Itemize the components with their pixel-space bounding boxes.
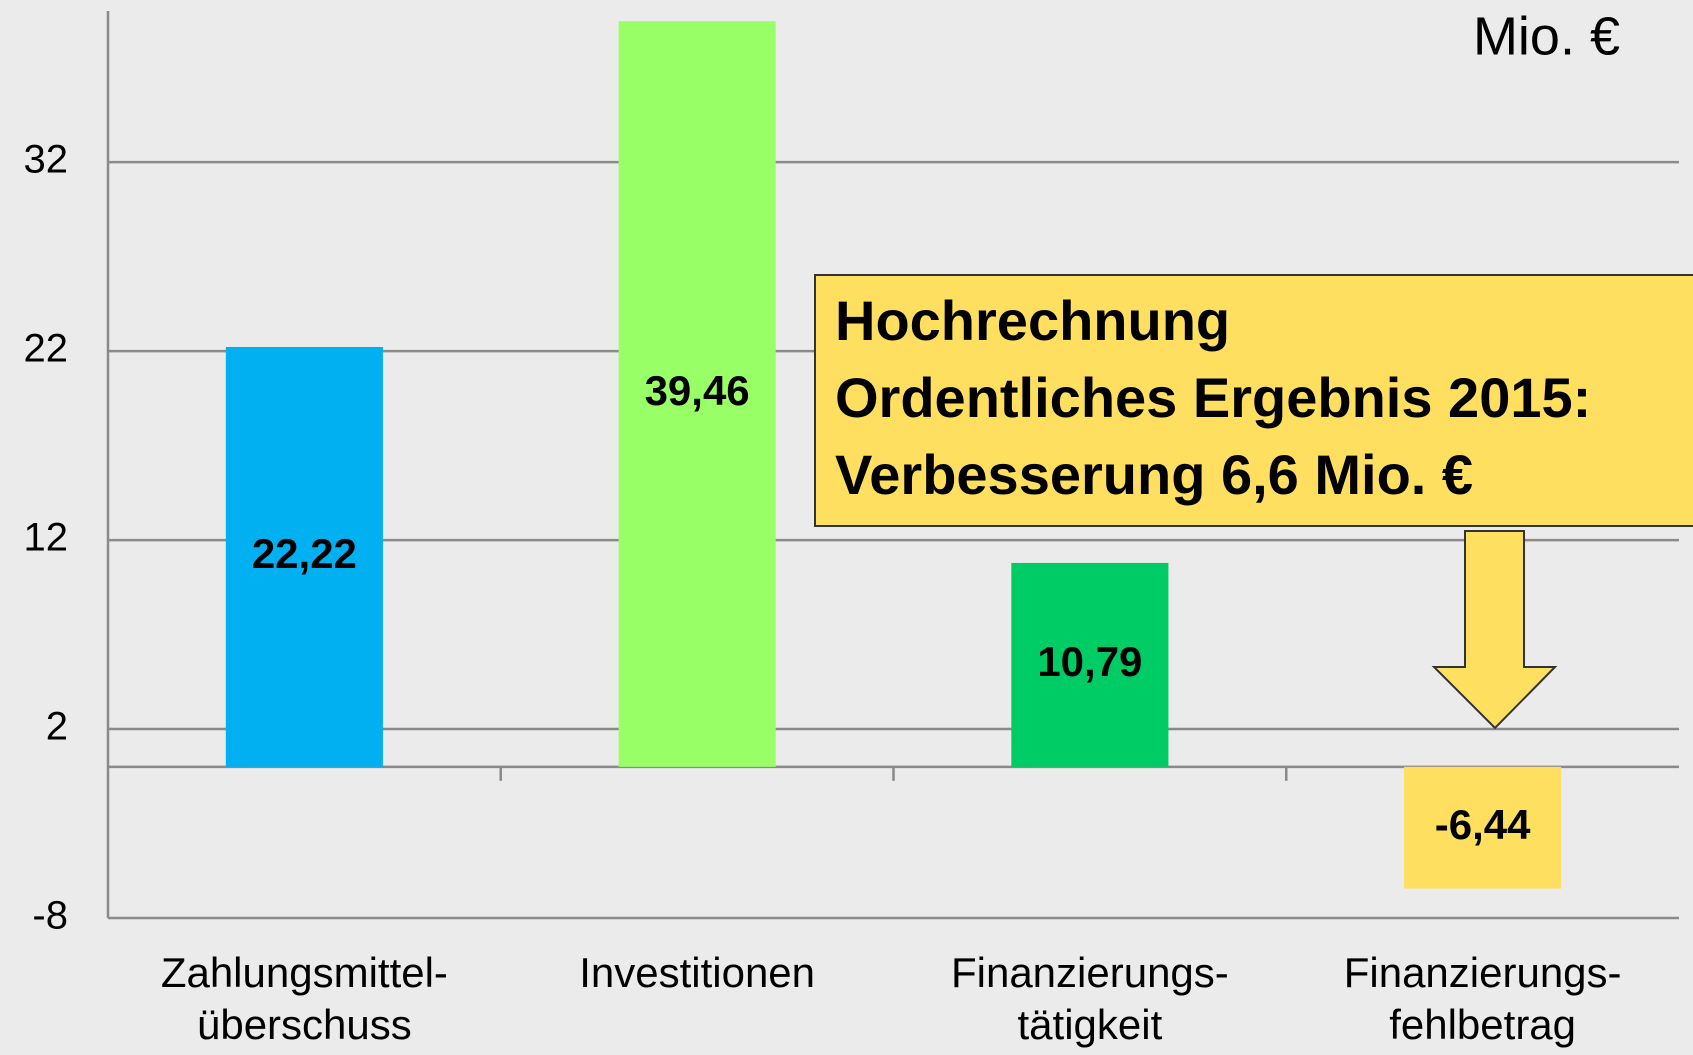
y-tick-label: 2 — [46, 705, 68, 749]
annotation-text: Verbesserung 6,6 Mio. € — [835, 443, 1473, 506]
y-tick-label: 22 — [24, 327, 69, 371]
bar — [1011, 562, 1169, 767]
annotation-box — [814, 274, 1693, 527]
y-tick-label: -8 — [32, 894, 68, 938]
x-tick-label: Zahlungsmittel- — [161, 949, 448, 996]
x-tick-label: Investitionen — [579, 949, 815, 996]
annotation-arrow — [1431, 530, 1558, 730]
data-label: 39,46 — [645, 367, 750, 414]
x-tick-label: überschuss — [197, 1001, 412, 1048]
x-tick-label: Finanzierungs- — [951, 949, 1229, 996]
x-tick-label: Finanzierungs- — [1344, 949, 1622, 996]
data-label: 10,79 — [1037, 638, 1142, 685]
x-tick-label: fehlbetrag — [1389, 1001, 1576, 1048]
unit-label: Mio. € — [1473, 6, 1620, 66]
x-tick-label: tätigkeit — [1018, 1001, 1163, 1048]
annotation-text: Hochrechnung — [835, 289, 1230, 352]
bar — [618, 21, 776, 767]
y-tick-label: 32 — [24, 138, 69, 182]
data-label: 22,22 — [252, 530, 357, 577]
bar — [225, 346, 383, 767]
bar — [1404, 766, 1562, 889]
annotation-text: Ordentliches Ergebnis 2015: — [835, 366, 1591, 429]
y-tick-label: 12 — [24, 516, 69, 560]
data-label: -6,44 — [1435, 801, 1531, 848]
